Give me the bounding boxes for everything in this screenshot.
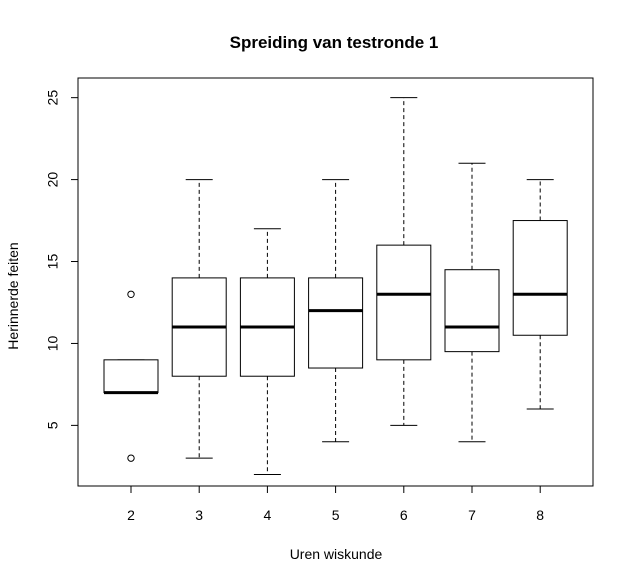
box-iqr [376,244,432,361]
y-tick-label: 10 [45,335,61,351]
box-iqr [103,359,159,394]
box-iqr [308,277,364,369]
x-axis-label: Uren wiskunde [290,546,383,562]
boxes-group [103,97,568,476]
chart-title: Spreiding van testronde 1 [230,33,439,52]
x-tick-label: 6 [400,507,408,523]
box-8 [512,179,568,410]
outlier-point [127,290,135,298]
x-tick-label: 4 [264,507,272,523]
y-axis-label: Herinnerde feiten [5,242,21,349]
x-tick-label: 7 [468,507,476,523]
y-tick-label: 25 [45,90,61,106]
box-7 [444,162,500,443]
box-iqr [512,220,568,336]
x-tick-label: 3 [195,507,203,523]
y-axis: 5 10 15 20 25 [45,90,79,429]
box-6 [376,97,432,426]
y-tick-label: 5 [45,421,61,429]
box-3 [171,179,227,459]
box-iqr [444,269,500,353]
x-tick-label: 5 [332,507,340,523]
box-4 [239,228,295,476]
x-tick-label: 2 [127,507,135,523]
x-tick-label: 8 [536,507,544,523]
x-axis: 2 3 4 5 6 7 8 [127,485,544,523]
box-2 [103,290,159,462]
y-tick-label: 20 [45,172,61,188]
outlier-point [127,454,135,462]
box-5 [308,179,364,443]
y-tick-label: 15 [45,254,61,270]
